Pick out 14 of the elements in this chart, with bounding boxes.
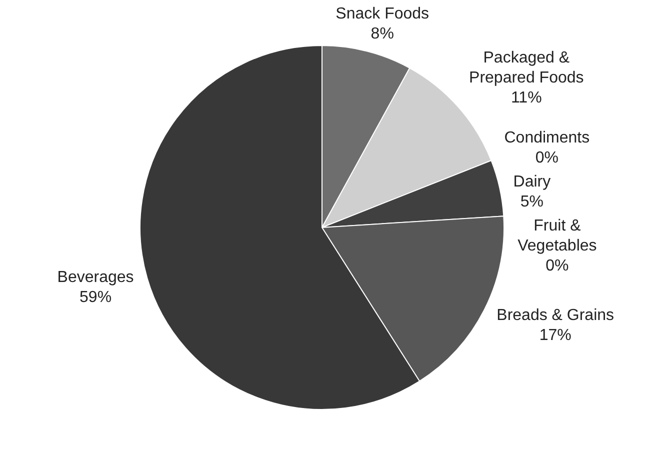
data-label: 59% xyxy=(80,289,112,306)
data-label: 11% xyxy=(510,89,542,106)
slice-label: Packaged & Prepared Foods xyxy=(469,49,584,86)
data-label: 8% xyxy=(370,25,394,42)
slice-label: Snack Foods xyxy=(336,5,430,22)
text: 0% xyxy=(535,149,558,166)
slice-label: Breads & Grains xyxy=(496,306,614,324)
data-label: 5% xyxy=(520,193,544,210)
category-label: Fruit & Vegetables xyxy=(518,217,597,254)
data-label: 17% xyxy=(539,326,572,344)
slice-label: Dairy xyxy=(513,173,551,190)
category-label: Condiments xyxy=(504,129,590,146)
slice-label: Beverages xyxy=(57,269,134,286)
text: 0% xyxy=(546,257,569,274)
